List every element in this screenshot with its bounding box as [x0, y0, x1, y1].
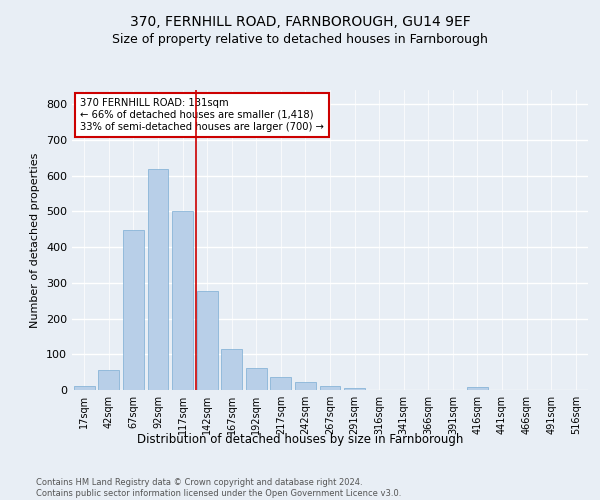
Text: Contains HM Land Registry data © Crown copyright and database right 2024.
Contai: Contains HM Land Registry data © Crown c…: [36, 478, 401, 498]
Bar: [221, 349, 242, 390]
Bar: [123, 230, 144, 390]
Bar: [467, 387, 488, 390]
Bar: [74, 386, 95, 390]
Text: Distribution of detached houses by size in Farnborough: Distribution of detached houses by size …: [137, 432, 463, 446]
Text: Size of property relative to detached houses in Farnborough: Size of property relative to detached ho…: [112, 32, 488, 46]
Bar: [197, 290, 218, 390]
Bar: [271, 377, 292, 390]
Bar: [246, 368, 267, 390]
Bar: [344, 388, 365, 390]
Bar: [320, 386, 340, 390]
Bar: [148, 170, 169, 390]
Y-axis label: Number of detached properties: Number of detached properties: [31, 152, 40, 328]
Bar: [295, 382, 316, 390]
Bar: [172, 212, 193, 390]
Text: 370, FERNHILL ROAD, FARNBOROUGH, GU14 9EF: 370, FERNHILL ROAD, FARNBOROUGH, GU14 9E…: [130, 15, 470, 29]
Text: 370 FERNHILL ROAD: 131sqm
← 66% of detached houses are smaller (1,418)
33% of se: 370 FERNHILL ROAD: 131sqm ← 66% of detac…: [80, 98, 324, 132]
Bar: [98, 370, 119, 390]
